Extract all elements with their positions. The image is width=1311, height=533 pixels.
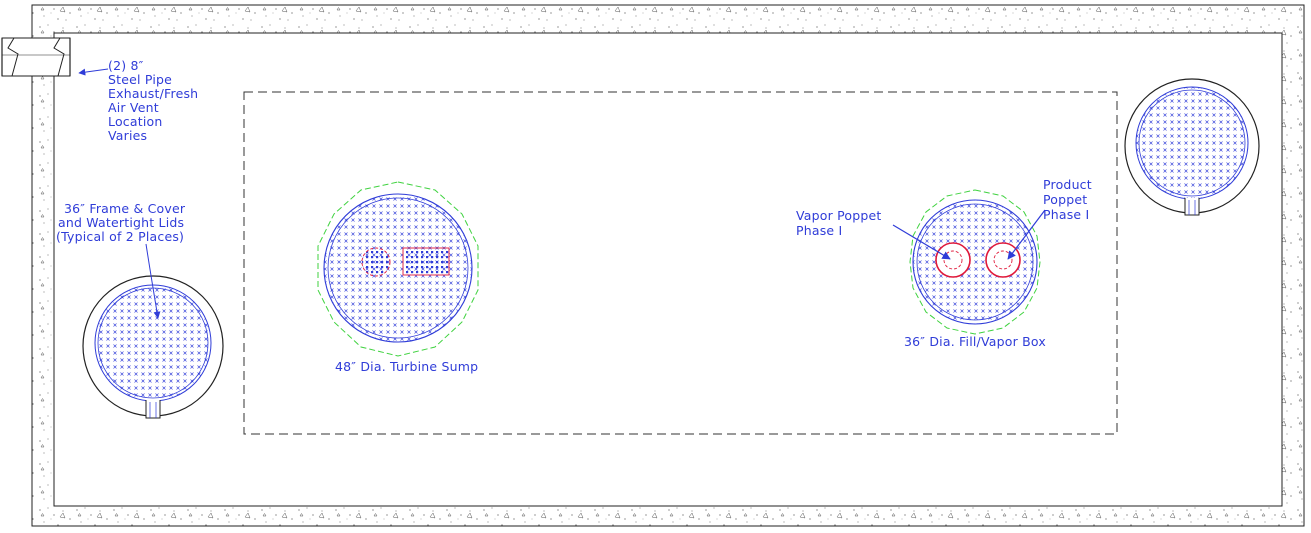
product-poppet-inner bbox=[993, 250, 1013, 270]
vent-annotation: (2) 8″ Steel Pipe Exhaust/Fresh Air Vent… bbox=[78, 58, 198, 143]
frame-cover-label-line1: 36″ Frame & Cover bbox=[64, 201, 186, 216]
fill-vapor-box-label: 36″ Dia. Fill/Vapor Box bbox=[904, 334, 1046, 349]
tank-outline-dashed bbox=[243, 91, 1118, 435]
manway-cover-right bbox=[1124, 78, 1260, 216]
vent-label-line6: Varies bbox=[108, 128, 147, 143]
vapor-poppet-label-line2: Phase I bbox=[796, 223, 842, 238]
product-poppet-label-line2: Poppet bbox=[1043, 192, 1087, 207]
product-poppet-annotation: Product Poppet Phase I bbox=[1007, 177, 1092, 260]
frame-cover-label-line2: and Watertight Lids bbox=[58, 215, 184, 230]
vent-label-line1: (2) 8″ bbox=[108, 58, 144, 73]
frame-cover-label-line3: (Typical of 2 Places) bbox=[56, 229, 184, 244]
turbine-port-rect bbox=[402, 247, 450, 276]
vapor-poppet-inner bbox=[943, 250, 963, 270]
vent-label-line3: Exhaust/Fresh bbox=[108, 86, 198, 101]
vent-pipe bbox=[1, 37, 71, 77]
fill-vapor-box bbox=[909, 189, 1041, 335]
vent-label-line5: Location bbox=[108, 114, 162, 129]
vapor-poppet-outer bbox=[935, 242, 971, 278]
vapor-poppet-annotation: Vapor Poppet Phase I bbox=[796, 208, 951, 260]
concrete-slab bbox=[31, 4, 1305, 527]
frame-cover-annotation: 36″ Frame & Cover and Watertight Lids (T… bbox=[56, 201, 186, 319]
product-poppet-label-line1: Product bbox=[1043, 177, 1092, 192]
product-poppet-outer bbox=[985, 242, 1021, 278]
turbine-sump-label: 48″ Dia. Turbine Sump bbox=[335, 359, 478, 374]
vent-label-line4: Air Vent bbox=[108, 100, 159, 115]
turbine-port-circle bbox=[361, 247, 391, 277]
vapor-poppet-label-line1: Vapor Poppet bbox=[796, 208, 882, 223]
vent-label-line2: Steel Pipe bbox=[108, 72, 172, 87]
manway-cover-left bbox=[82, 275, 224, 419]
product-poppet-label-line3: Phase I bbox=[1043, 207, 1089, 222]
turbine-sump bbox=[317, 181, 479, 357]
